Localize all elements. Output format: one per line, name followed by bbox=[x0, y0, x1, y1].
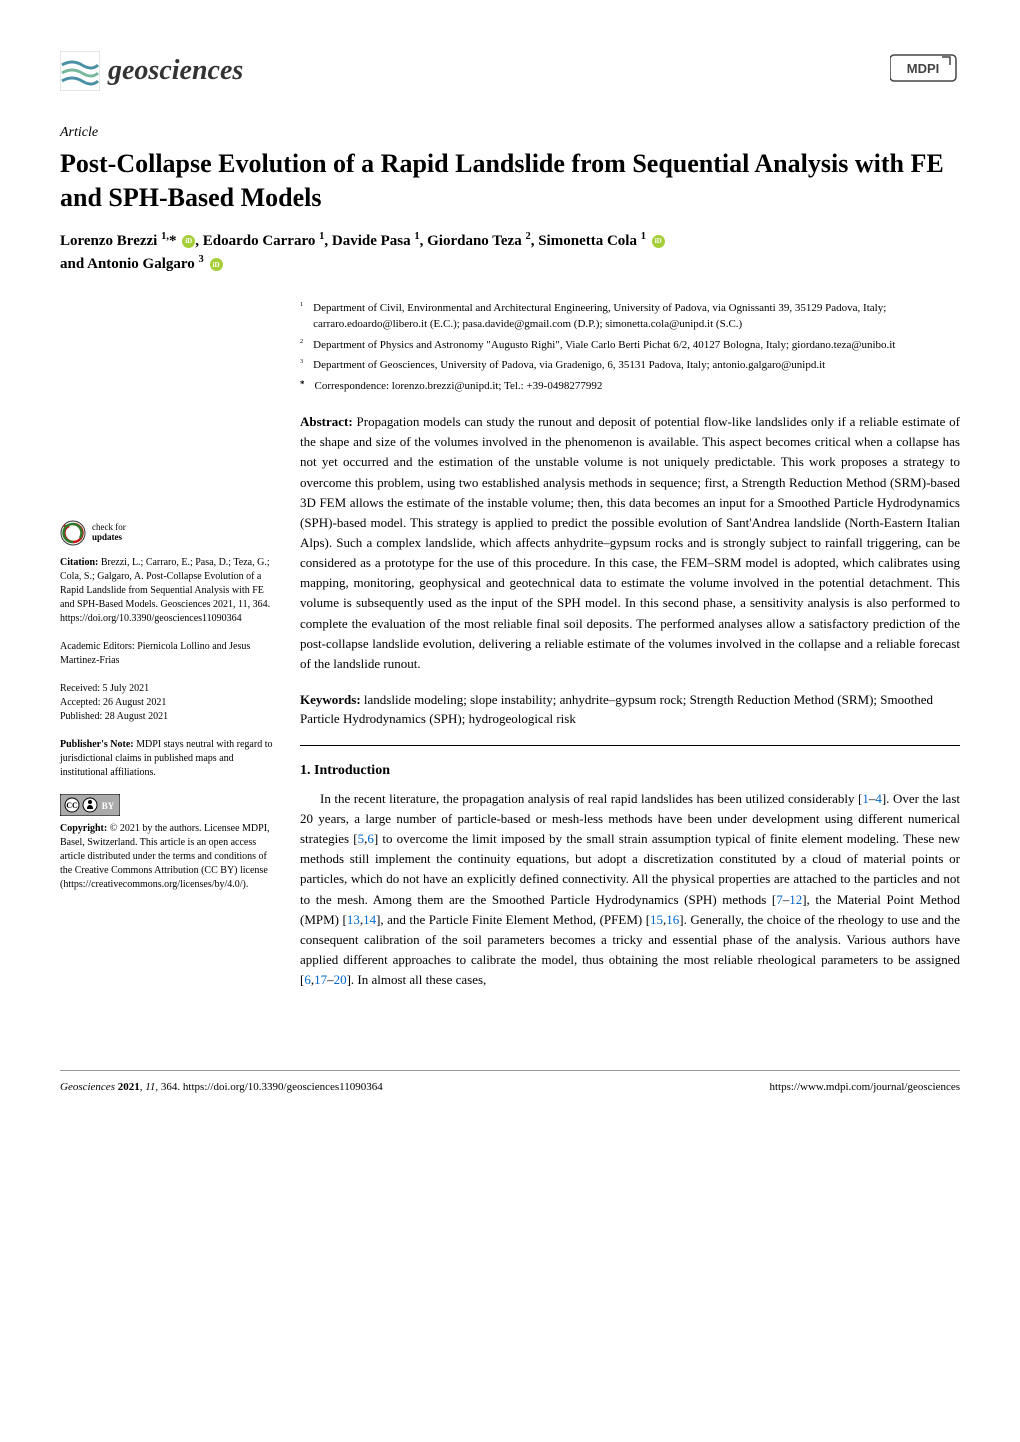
affil-text: Department of Physics and Astronomy "Aug… bbox=[313, 337, 895, 354]
orcid-icon bbox=[210, 258, 223, 271]
citation-block: Citation: Brezzi, L.; Carraro, E.; Pasa,… bbox=[60, 556, 280, 626]
article-title: Post-Collapse Evolution of a Rapid Lands… bbox=[60, 147, 960, 215]
journal-logo: geosciences bbox=[60, 50, 243, 92]
authors-text-line1: Lorenzo Brezzi 1,* , Edoardo Carraro 1, … bbox=[60, 233, 665, 249]
affil-num: * bbox=[300, 378, 305, 395]
keywords-block: Keywords: landslide modeling; slope inst… bbox=[300, 690, 960, 729]
affiliation-item: * Correspondence: lorenzo.brezzi@unipd.i… bbox=[300, 378, 960, 395]
received-date: Received: 5 July 2021 bbox=[60, 682, 280, 696]
affiliation-item: 2 Department of Physics and Astronomy "A… bbox=[300, 337, 960, 354]
svg-text:BY: BY bbox=[102, 801, 115, 811]
published-date: Published: 28 August 2021 bbox=[60, 710, 280, 724]
orcid-icon bbox=[652, 235, 665, 248]
copyright-text-block: Copyright: © 2021 by the authors. Licens… bbox=[60, 822, 280, 892]
ref-link[interactable]: 15 bbox=[650, 912, 663, 927]
svg-text:MDPI: MDPI bbox=[907, 61, 940, 76]
ref-link[interactable]: 13 bbox=[347, 912, 360, 927]
editors-block: Academic Editors: Piernicola Lollino and… bbox=[60, 640, 280, 668]
page-footer: Geosciences 2021, 11, 364. https://doi.o… bbox=[60, 1070, 960, 1096]
ref-link[interactable]: 12 bbox=[789, 892, 802, 907]
mdpi-logo: MDPI bbox=[890, 53, 960, 89]
svg-text:CC: CC bbox=[66, 801, 78, 810]
keywords-label: Keywords: bbox=[300, 692, 361, 707]
footer-right[interactable]: https://www.mdpi.com/journal/geosciences bbox=[769, 1079, 960, 1096]
license-block: CC BY Copyright: © 2021 by the authors. … bbox=[60, 794, 280, 892]
two-column-layout: check for updates Citation: Brezzi, L.; … bbox=[60, 300, 960, 991]
check-updates-badge[interactable]: check for updates bbox=[60, 520, 280, 546]
abstract-label: Abstract: bbox=[300, 414, 353, 429]
cc-by-badge: CC BY bbox=[60, 794, 280, 816]
check-updates-icon bbox=[60, 520, 86, 546]
abstract-block: Abstract: Propagation models can study t… bbox=[300, 412, 960, 674]
affil-num: 1 bbox=[300, 300, 303, 333]
authors-text-line2: and Antonio Galgaro 3 bbox=[60, 256, 223, 272]
affil-text: Correspondence: lorenzo.brezzi@unipd.it;… bbox=[315, 378, 603, 395]
dates-block: Received: 5 July 2021 Accepted: 26 Augus… bbox=[60, 682, 280, 724]
affiliation-item: 1 Department of Civil, Environmental and… bbox=[300, 300, 960, 333]
footer-left: Geosciences 2021, 11, 364. https://doi.o… bbox=[60, 1079, 383, 1096]
accepted-date: Accepted: 26 August 2021 bbox=[60, 696, 280, 710]
sidebar-column: check for updates Citation: Brezzi, L.; … bbox=[60, 300, 280, 991]
affil-text: Department of Geosciences, University of… bbox=[313, 357, 825, 374]
publisher-note-block: Publisher's Note: MDPI stays neutral wit… bbox=[60, 738, 280, 780]
affiliation-item: 3 Department of Geosciences, University … bbox=[300, 357, 960, 374]
intro-paragraph: In the recent literature, the propagatio… bbox=[300, 789, 960, 990]
ref-link[interactable]: 14 bbox=[363, 912, 376, 927]
journal-name: geosciences bbox=[108, 50, 243, 92]
ref-link[interactable]: 20 bbox=[334, 972, 347, 987]
geosciences-logo-icon bbox=[60, 51, 100, 91]
publisher-note-label: Publisher's Note: bbox=[60, 739, 134, 750]
citation-label: Citation: bbox=[60, 557, 98, 568]
keywords-text: landslide modeling; slope instability; a… bbox=[300, 692, 933, 727]
section-heading: 1. Introduction bbox=[300, 760, 960, 781]
affil-text: Department of Civil, Environmental and A… bbox=[313, 300, 960, 333]
header-row: geosciences MDPI bbox=[60, 50, 960, 92]
editors-label: Academic Editors: bbox=[60, 641, 135, 652]
section-divider bbox=[300, 745, 960, 746]
article-type: Article bbox=[60, 122, 960, 143]
check-updates-text: check for updates bbox=[92, 523, 126, 543]
affil-num: 3 bbox=[300, 357, 303, 374]
abstract-text: Propagation models can study the runout … bbox=[300, 414, 960, 671]
ref-link[interactable]: 17 bbox=[314, 972, 327, 987]
ref-link[interactable]: 16 bbox=[666, 912, 679, 927]
main-column: 1 Department of Civil, Environmental and… bbox=[300, 300, 960, 991]
orcid-icon bbox=[182, 235, 195, 248]
affiliations-block: 1 Department of Civil, Environmental and… bbox=[300, 300, 960, 395]
affil-num: 2 bbox=[300, 337, 303, 354]
copyright-label: Copyright: bbox=[60, 823, 107, 834]
authors-block: Lorenzo Brezzi 1,* , Edoardo Carraro 1, … bbox=[60, 229, 960, 276]
